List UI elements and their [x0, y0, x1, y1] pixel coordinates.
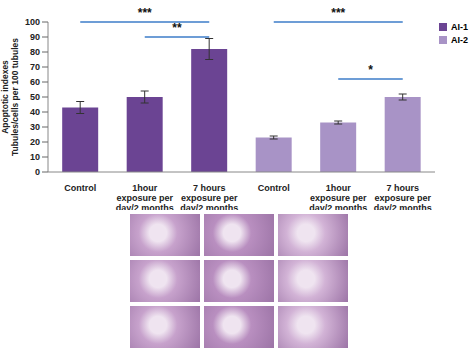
svg-text:50: 50	[30, 92, 40, 102]
html-text:AI-1: AI-1	[451, 22, 468, 32]
svg-text:10: 10	[30, 152, 40, 162]
svg-text:1hourexposure perday/2 months: 1hourexposure perday/2 months	[116, 183, 174, 210]
svg-text:40: 40	[30, 107, 40, 117]
svg-text:20: 20	[30, 137, 40, 147]
svg-text:7 hoursexposure perday/2 month: 7 hoursexposure perday/2 months	[180, 183, 238, 210]
svg-text:1hourexposure perday/2 months: 1hourexposure perday/2 months	[309, 183, 367, 210]
svg-text:80: 80	[30, 47, 40, 57]
svg-text:Control: Control	[258, 183, 290, 193]
svg-text:Control: Control	[64, 183, 96, 193]
svg-text:Apoptotic indexesTubules/cells: Apoptotic indexesTubules/cells per 100 t…	[0, 38, 20, 156]
svg-text:7 hoursexposure perday/2 month: 7 hoursexposure perday/2 months	[374, 183, 432, 210]
svg-text:0: 0	[35, 167, 40, 177]
svg-text:60: 60	[30, 77, 40, 87]
svg-text:*: *	[368, 63, 373, 77]
svg-text:***: ***	[138, 6, 152, 20]
svg-text:70: 70	[30, 62, 40, 72]
html-text:AI-2: AI-2	[451, 35, 468, 45]
svg-text:30: 30	[30, 122, 40, 132]
svg-text:***: ***	[331, 6, 345, 20]
svg-text:100: 100	[25, 17, 40, 27]
svg-text:**: **	[172, 21, 182, 35]
svg-text:90: 90	[30, 32, 40, 42]
